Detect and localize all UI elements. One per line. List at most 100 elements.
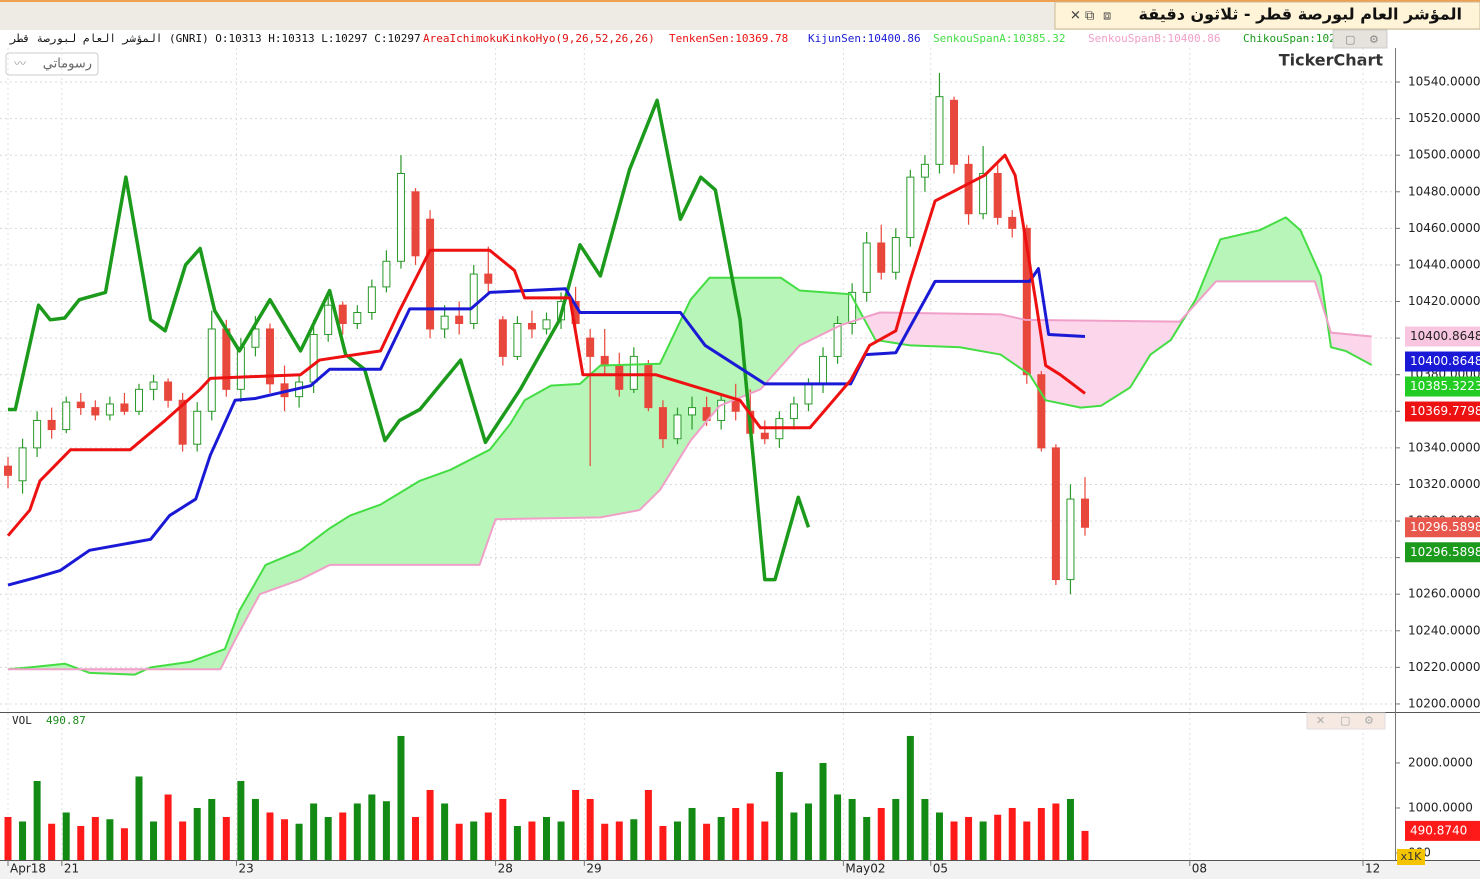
- candle-body: [906, 176, 915, 239]
- volume-bar: [193, 807, 201, 860]
- drawings-button[interactable]: [5, 52, 99, 76]
- y-tick-label: 10520.0000: [1408, 111, 1480, 125]
- volume-bar: [339, 812, 347, 860]
- volume-close[interactable]: ✕: [1316, 714, 1325, 727]
- volume-bar: [441, 803, 449, 860]
- value-tag: [1405, 401, 1480, 422]
- volume-bar: [499, 798, 507, 860]
- candle-body: [586, 337, 595, 357]
- close-icon[interactable]: ✕: [1070, 9, 1081, 24]
- panel-settings[interactable]: ⚙: [1369, 33, 1379, 46]
- candle-body: [440, 315, 449, 330]
- volume-bar: [659, 825, 667, 860]
- volume-max[interactable]: ▢: [1340, 714, 1350, 727]
- volume-bar: [761, 821, 769, 860]
- volume-bar: [324, 816, 332, 860]
- candle-body: [338, 304, 347, 324]
- restore-icon[interactable]: ⧉: [1085, 9, 1094, 24]
- title-panel: [1054, 1, 1480, 30]
- volume-bar: [470, 821, 478, 860]
- candle-body: [62, 401, 71, 431]
- y-tick-label: 10340.0000: [1408, 440, 1480, 454]
- volume-y-tick-label: 1000.0000: [1408, 800, 1473, 814]
- volume-bar: [237, 780, 245, 860]
- value-tag: [1405, 351, 1480, 372]
- candle-body: [1066, 498, 1075, 581]
- volume-bar: [150, 821, 158, 860]
- volume-bar: [775, 771, 783, 860]
- candle-body: [819, 355, 828, 385]
- volume-bar: [746, 803, 754, 860]
- value-tag-label: 10400.8648: [1410, 329, 1480, 343]
- value-tag-label: 10400.8648: [1410, 354, 1480, 368]
- candle-body: [134, 388, 143, 412]
- volume-value: 490.87: [46, 714, 86, 727]
- candle-body: [848, 291, 857, 324]
- cloud-fill-up: [8, 217, 1372, 670]
- candle-body: [178, 399, 187, 445]
- unit-badge: [1397, 849, 1425, 865]
- drawings-label[interactable]: رسوماتي: [43, 57, 92, 72]
- candle-body: [629, 355, 638, 390]
- candle-body: [498, 319, 507, 357]
- indicator-line: [6, 153, 1086, 537]
- volume-bar: [921, 798, 929, 860]
- volume-bar: [644, 789, 652, 860]
- value-tag: [1405, 517, 1480, 538]
- y-tick-label: 10200.0000: [1408, 696, 1480, 710]
- value-tag: [1405, 326, 1480, 347]
- y-tick-label: 10260.0000: [1408, 587, 1480, 601]
- volume-bar: [979, 821, 987, 860]
- candle-body: [1051, 447, 1060, 581]
- candle-body: [527, 322, 536, 330]
- candle-body: [673, 414, 682, 440]
- candle-body: [18, 447, 27, 482]
- volume-bar: [120, 828, 128, 860]
- volume-panel-buttons[interactable]: [1306, 712, 1386, 730]
- value-tag-label: 10385.3223: [1410, 379, 1480, 393]
- volume-bar: [222, 816, 230, 860]
- y-tick-label: 10440.0000: [1408, 257, 1480, 271]
- candle-body: [920, 163, 929, 178]
- panel-buttons[interactable]: [1332, 29, 1388, 49]
- volume-bar: [1066, 798, 1074, 860]
- x-tick-label: 23: [239, 862, 254, 876]
- detach-icon[interactable]: ⧈: [1103, 9, 1111, 24]
- indicator-label: SenkouSpanB:10400.86: [1088, 32, 1220, 45]
- volume-bar: [935, 812, 943, 860]
- candle-body: [309, 333, 318, 383]
- volume-bar: [848, 798, 856, 860]
- volume-bar: [455, 823, 463, 860]
- candle-body: [149, 381, 158, 390]
- volume-bar: [630, 819, 638, 860]
- volume-bar: [135, 776, 143, 860]
- value-tag: [1405, 542, 1480, 563]
- volume-bar: [19, 821, 27, 860]
- panel-max[interactable]: ▢: [1345, 33, 1355, 46]
- candle-body: [105, 403, 114, 416]
- cloud-fill-down: [8, 281, 1372, 675]
- candle-body: [91, 407, 100, 416]
- candle-body: [789, 403, 798, 420]
- price-plot: [4, 72, 1373, 676]
- candle-body: [804, 383, 813, 405]
- volume-bar: [106, 819, 114, 860]
- candle-body: [615, 365, 624, 390]
- brand-logo: TickerChart: [1279, 51, 1384, 70]
- x-tick-label: 05: [933, 862, 948, 876]
- candle-body: [324, 304, 333, 335]
- candle-body: [469, 273, 478, 324]
- candle-body: [979, 172, 988, 215]
- candle-body: [236, 346, 245, 390]
- volume-bar: [179, 821, 187, 860]
- candle-body: [484, 273, 493, 284]
- candle-body: [251, 328, 260, 348]
- volume-settings[interactable]: ⚙: [1364, 714, 1374, 727]
- candle-body: [396, 172, 405, 262]
- volume-bar: [426, 789, 434, 860]
- x-tick-label: 29: [586, 862, 601, 876]
- volume-bar: [586, 798, 594, 860]
- volume-bar: [295, 823, 303, 860]
